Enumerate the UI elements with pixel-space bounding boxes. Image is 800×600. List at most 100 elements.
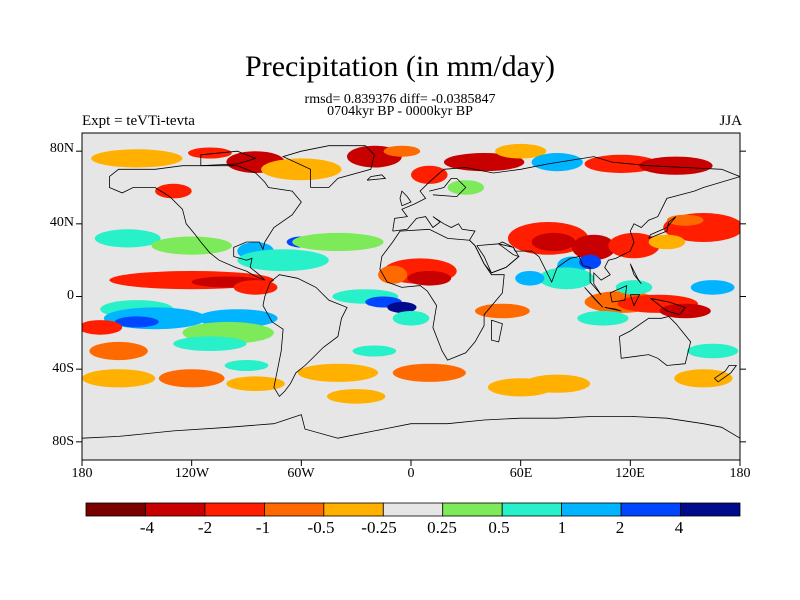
anomaly-region bbox=[94, 229, 161, 248]
anomaly-region bbox=[327, 389, 386, 404]
anomaly-region bbox=[571, 234, 616, 261]
coastline bbox=[648, 216, 677, 239]
coastlines bbox=[82, 145, 740, 439]
anomaly-region bbox=[639, 156, 713, 175]
coastline bbox=[490, 319, 503, 343]
colorbar-swatch bbox=[561, 502, 622, 517]
anomaly-region bbox=[392, 363, 466, 382]
lat-tick-80n: 80N bbox=[49, 141, 74, 156]
anomaly-region bbox=[352, 345, 397, 357]
coastline bbox=[584, 287, 604, 308]
anomaly-region bbox=[666, 214, 704, 226]
anomaly-region bbox=[89, 341, 148, 361]
anomaly-region bbox=[387, 301, 417, 313]
anomaly-region bbox=[173, 336, 247, 352]
coastline bbox=[262, 274, 348, 398]
lon-tick-60e: 60E bbox=[509, 466, 533, 481]
colorbar-label: -0.5 bbox=[307, 518, 335, 537]
anomaly-region bbox=[383, 145, 421, 157]
coastline bbox=[629, 263, 642, 285]
anomaly-region bbox=[443, 153, 525, 172]
stats-subtitle: rmsd= 0.839376 diff= -0.0385847 bbox=[304, 92, 496, 107]
period-subtitle: 0704kyr BP - 0000kyr BP bbox=[327, 104, 473, 119]
lat-tick-40s: 40S bbox=[52, 361, 74, 376]
coastline bbox=[619, 316, 692, 366]
colorbar-label: -1 bbox=[255, 518, 271, 537]
anomaly-region bbox=[539, 267, 594, 290]
lon-tick-180e: 180 bbox=[729, 466, 751, 481]
coastline bbox=[604, 307, 622, 312]
map-title: Precipitation (in mm/day) bbox=[245, 50, 555, 83]
anomaly-region bbox=[226, 376, 285, 392]
anomaly-region bbox=[114, 316, 159, 328]
colorbar-swatch bbox=[620, 502, 681, 517]
coastline bbox=[82, 414, 740, 439]
colorbar-swatch bbox=[680, 502, 741, 517]
colorbar-label: 2 bbox=[615, 518, 625, 537]
colorbar-label: 1 bbox=[557, 518, 567, 537]
lon-tick-180w: 180 bbox=[71, 466, 93, 481]
anomaly-region bbox=[82, 320, 123, 335]
colorbar-label: 0.25 bbox=[427, 518, 457, 537]
coastline bbox=[609, 284, 628, 303]
lat-tick-0: 0 bbox=[67, 288, 74, 303]
coastline bbox=[476, 243, 520, 274]
colorbar-swatch bbox=[263, 502, 325, 517]
anomaly-region bbox=[188, 147, 232, 159]
coastline bbox=[281, 145, 375, 188]
lon-tick-60w: 60W bbox=[287, 466, 315, 481]
colorbar-label: -2 bbox=[197, 518, 213, 537]
coastline bbox=[109, 165, 302, 281]
lat-tick-40n: 40N bbox=[49, 215, 74, 230]
anomaly-region bbox=[261, 158, 342, 181]
anomaly-region bbox=[475, 303, 530, 319]
anomaly-region bbox=[233, 280, 278, 295]
anomaly-region bbox=[392, 311, 430, 326]
anomaly-region bbox=[378, 265, 408, 284]
anomaly-region bbox=[577, 311, 629, 326]
colorbar-swatch bbox=[85, 502, 146, 517]
colorbar-swatch bbox=[501, 502, 563, 517]
lon-tick-120w: 120W bbox=[174, 466, 210, 481]
colorbar bbox=[85, 502, 741, 517]
anomaly-field bbox=[82, 143, 740, 404]
anomaly-region bbox=[297, 363, 379, 382]
coastline bbox=[366, 174, 387, 181]
anomaly-region bbox=[608, 232, 660, 259]
anomaly-region bbox=[411, 165, 448, 184]
anomaly-region bbox=[91, 149, 183, 168]
lat-tick-80s: 80S bbox=[52, 434, 74, 449]
anomaly-region bbox=[531, 232, 576, 252]
colorbar-label: 0.5 bbox=[488, 518, 510, 537]
anomaly-region bbox=[615, 280, 653, 295]
anomaly-region bbox=[659, 303, 711, 319]
anomaly-region bbox=[674, 369, 733, 388]
coastline bbox=[650, 297, 686, 316]
colorbar-swatch bbox=[323, 502, 384, 517]
anomaly-region bbox=[515, 271, 545, 286]
anomaly-region bbox=[158, 369, 225, 388]
season-label: JJA bbox=[719, 113, 742, 129]
colorbar-swatch bbox=[145, 502, 206, 517]
coastline bbox=[629, 294, 641, 307]
coastline bbox=[379, 228, 505, 361]
anomaly-region bbox=[82, 369, 156, 388]
colorbar-swatch bbox=[204, 502, 265, 517]
coastline bbox=[200, 150, 257, 167]
anomaly-region bbox=[648, 234, 686, 250]
experiment-label: Expt = teVTi-tevta bbox=[82, 113, 195, 129]
coastline bbox=[399, 190, 412, 207]
lon-tick-0: 0 bbox=[407, 466, 415, 481]
colorbar-label: -4 bbox=[139, 518, 155, 537]
anomaly-region bbox=[155, 183, 192, 199]
colorbar-swatch bbox=[442, 502, 503, 517]
coastline bbox=[392, 156, 740, 295]
anomaly-region bbox=[495, 143, 547, 159]
coastline bbox=[714, 365, 738, 383]
anomaly-region bbox=[524, 374, 591, 393]
anomaly-region bbox=[292, 232, 384, 252]
anomaly-region bbox=[237, 249, 329, 272]
anomaly-region bbox=[690, 280, 735, 295]
coastline bbox=[429, 177, 467, 198]
